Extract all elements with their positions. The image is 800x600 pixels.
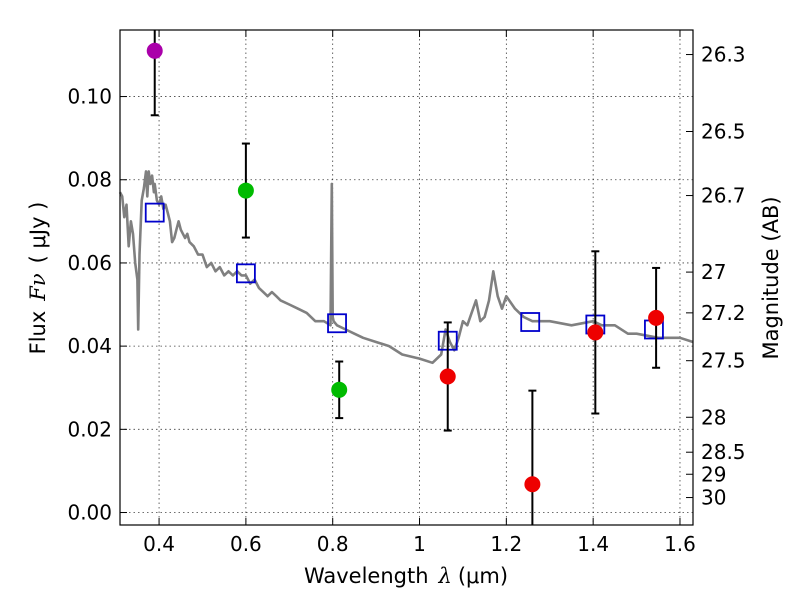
nir-photometry-point [587, 324, 604, 341]
model-bandpass-square [144, 202, 165, 223]
model-bandpass-layer [144, 202, 664, 351]
plot-frame [119, 29, 694, 526]
y2-tick-label: 27 [701, 260, 726, 284]
y-tick-label: 0.08 [67, 168, 112, 192]
x-tick-label: 0.8 [317, 532, 349, 556]
nir-photometry-point [648, 309, 665, 326]
y-axis-label: FluxFν( μJy ) [26, 202, 50, 355]
y-tick-label: 0.00 [67, 501, 112, 525]
y2-tick-label: 26.3 [701, 43, 746, 67]
model-sed-layer [118, 170, 694, 365]
model-bandpass-square [520, 312, 541, 332]
x-tick-label: 1.6 [664, 532, 696, 556]
y2-tick-label: 29 [701, 462, 726, 486]
x-axis-label: Wavelength λ (μm) [304, 564, 508, 588]
y2-tick-label: 27.2 [701, 301, 746, 325]
y-tick-label: 0.02 [67, 417, 112, 441]
y2-tick-label: 30 [701, 486, 726, 510]
y-tick-label: 0.10 [67, 85, 112, 109]
nir-photometry-point [524, 476, 541, 493]
x-tick-label: 1 [413, 532, 426, 556]
model-sed-line [118, 170, 694, 365]
y2-tick-label: 28.5 [701, 440, 746, 464]
photometry-points-layer [146, 42, 665, 493]
y2-tick-label: 27.5 [701, 349, 746, 373]
error-bars-layer [150, 30, 661, 525]
optical-photometry-point [237, 182, 254, 199]
model-bandpass-square [327, 313, 347, 334]
model-bandpass-square [235, 263, 256, 284]
x-tick-label: 1.4 [577, 532, 609, 556]
y-tick-label: 0.06 [67, 251, 112, 275]
grid [120, 30, 693, 525]
y-tick-label: 0.04 [67, 334, 112, 358]
nir-photometry-point [439, 368, 456, 385]
optical-photometry-point [331, 381, 348, 398]
y2-tick-label: 26.5 [701, 119, 746, 143]
uv-photometry-point [146, 42, 163, 59]
x-tick-label: 1.2 [490, 532, 522, 556]
y2-axis-label: Magnitude (AB) [759, 196, 783, 359]
ticks-layer: 0.4 0.6 0.8 1 1.2 1.4 1.6 0.00 0.02 0.04 0.06 0.08 0… [67, 30, 746, 556]
x-tick-label: 0.4 [143, 532, 175, 556]
y2-tick-label: 26.7 [701, 184, 746, 208]
y2-tick-label: 28 [701, 405, 726, 429]
x-tick-label: 0.6 [230, 532, 262, 556]
